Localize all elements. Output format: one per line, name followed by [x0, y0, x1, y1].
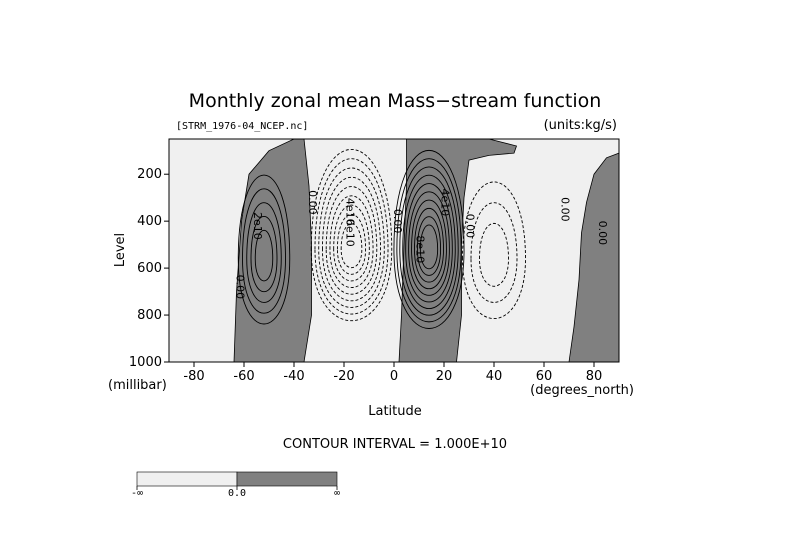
northern-ferrel-cell-contour-2 [470, 202, 518, 303]
northern-hadley-cell-contour-8 [414, 207, 444, 283]
southern-ferrel-cell-contour-2 [314, 158, 389, 315]
southern-polar-cell-contour-4 [250, 216, 278, 292]
northern-hadley-cell-contour-9 [416, 216, 442, 276]
contour-label-2: 0.00 [306, 190, 319, 215]
southern-ferrel-cell-contour-4 [322, 176, 381, 302]
x-unit-label: (degrees_north) [530, 383, 634, 398]
northern-hadley-cell-contour-6 [408, 191, 450, 296]
contour-label-7: 4e10 [439, 188, 452, 216]
northern-hadley-cell-contour-3 [399, 166, 459, 316]
x-axis: -80 -60 -40 -20 0 20 40 60 80 [183, 362, 602, 384]
southern-ferrel-cell-contour-1 [310, 149, 393, 321]
colorbar-label-max: ∞ [334, 488, 340, 499]
x-tick-label: -80 [183, 369, 204, 384]
southern-ferrel-cell-contours [310, 149, 393, 321]
northern-hadley-cell-contour-4 [402, 174, 456, 309]
southern-polar-cell-contour-5 [254, 229, 274, 282]
northern-hadley-cell-contour-5 [405, 183, 453, 303]
contour-label-6: 8e10 [414, 235, 427, 263]
contour-label-1: 2e10 [251, 212, 264, 240]
colorbar-label-zero: 0.0 [228, 488, 246, 499]
colorbar: -∞ 0.0 ∞ [131, 471, 340, 499]
y-axis: 200 400 600 800 1000 [129, 167, 169, 370]
contour-label-4: 6e10 [344, 219, 357, 247]
contour-label-3: 4e10 [344, 198, 357, 226]
chart-title: Monthly zonal mean Mass−stream function [189, 90, 602, 112]
x-tick-label: 20 [436, 369, 453, 384]
plot-area [169, 138, 620, 363]
units-label: (units:kg/s) [544, 118, 617, 133]
northern-ferrel-cell-contour-1 [462, 181, 526, 319]
southern-polar-cell-contour-2 [242, 188, 286, 314]
southern-polar-cell-contour-1 [237, 174, 291, 325]
northern-hadley-cell-contour-10 [419, 224, 439, 270]
file-label: [STRM_1976-04_NCEP.nc] [176, 121, 308, 132]
x-tick-label: 0 [390, 369, 398, 384]
x-tick-label: 40 [486, 369, 503, 384]
contour-label-8: 0.00 [464, 214, 477, 239]
x-tick-label: 80 [586, 369, 603, 384]
southern-ferrel-cell-contour-8 [336, 213, 367, 275]
northern-ferrel-cell-contour-3 [479, 222, 509, 287]
contour-interval-text: CONTOUR INTERVAL = 1.000E+10 [283, 437, 507, 452]
x-tick-label: -40 [283, 369, 304, 384]
x-tick-label: -60 [233, 369, 254, 384]
y-tick-label: 400 [137, 214, 162, 229]
contour-label-5: 0.00 [391, 209, 404, 234]
northern-hadley-cell-contours [393, 150, 465, 329]
y-tick-label: 1000 [129, 355, 162, 370]
northern-hadley-cell-contour-2 [396, 158, 462, 323]
y-tick-label: 800 [137, 308, 162, 323]
colorbar-positive-swatch [236, 471, 338, 487]
southern-ferrel-cell-contour-5 [325, 186, 378, 295]
northern-hadley-cell-contour-7 [411, 199, 447, 290]
northern-ferrel-cell-contours [462, 181, 526, 319]
contour-label-10: 0.00 [596, 221, 609, 246]
x-axis-label: Latitude [368, 404, 422, 419]
colorbar-label-min: -∞ [131, 488, 143, 499]
contour-label-9: 0.00 [559, 197, 572, 222]
southern-ferrel-cell-contour-9 [340, 223, 363, 268]
southern-polar-cell-contour-3 [246, 202, 282, 303]
y-tick-label: 200 [137, 167, 162, 182]
southern-polar-cell-contours [237, 174, 291, 325]
colorbar-negative-swatch [136, 471, 238, 487]
y-axis-label: Level [113, 233, 128, 267]
southern-ferrel-cell-contour-7 [333, 204, 370, 282]
contour-label-0: 0.00 [234, 275, 247, 300]
northern-hadley-cell-contour-1 [393, 150, 465, 329]
x-tick-label: -20 [333, 369, 354, 384]
y-unit-label: (millibar) [108, 378, 167, 393]
x-tick-label: 60 [536, 369, 553, 384]
southern-ferrel-cell-contour-6 [329, 195, 374, 288]
y-tick-label: 600 [137, 261, 162, 276]
